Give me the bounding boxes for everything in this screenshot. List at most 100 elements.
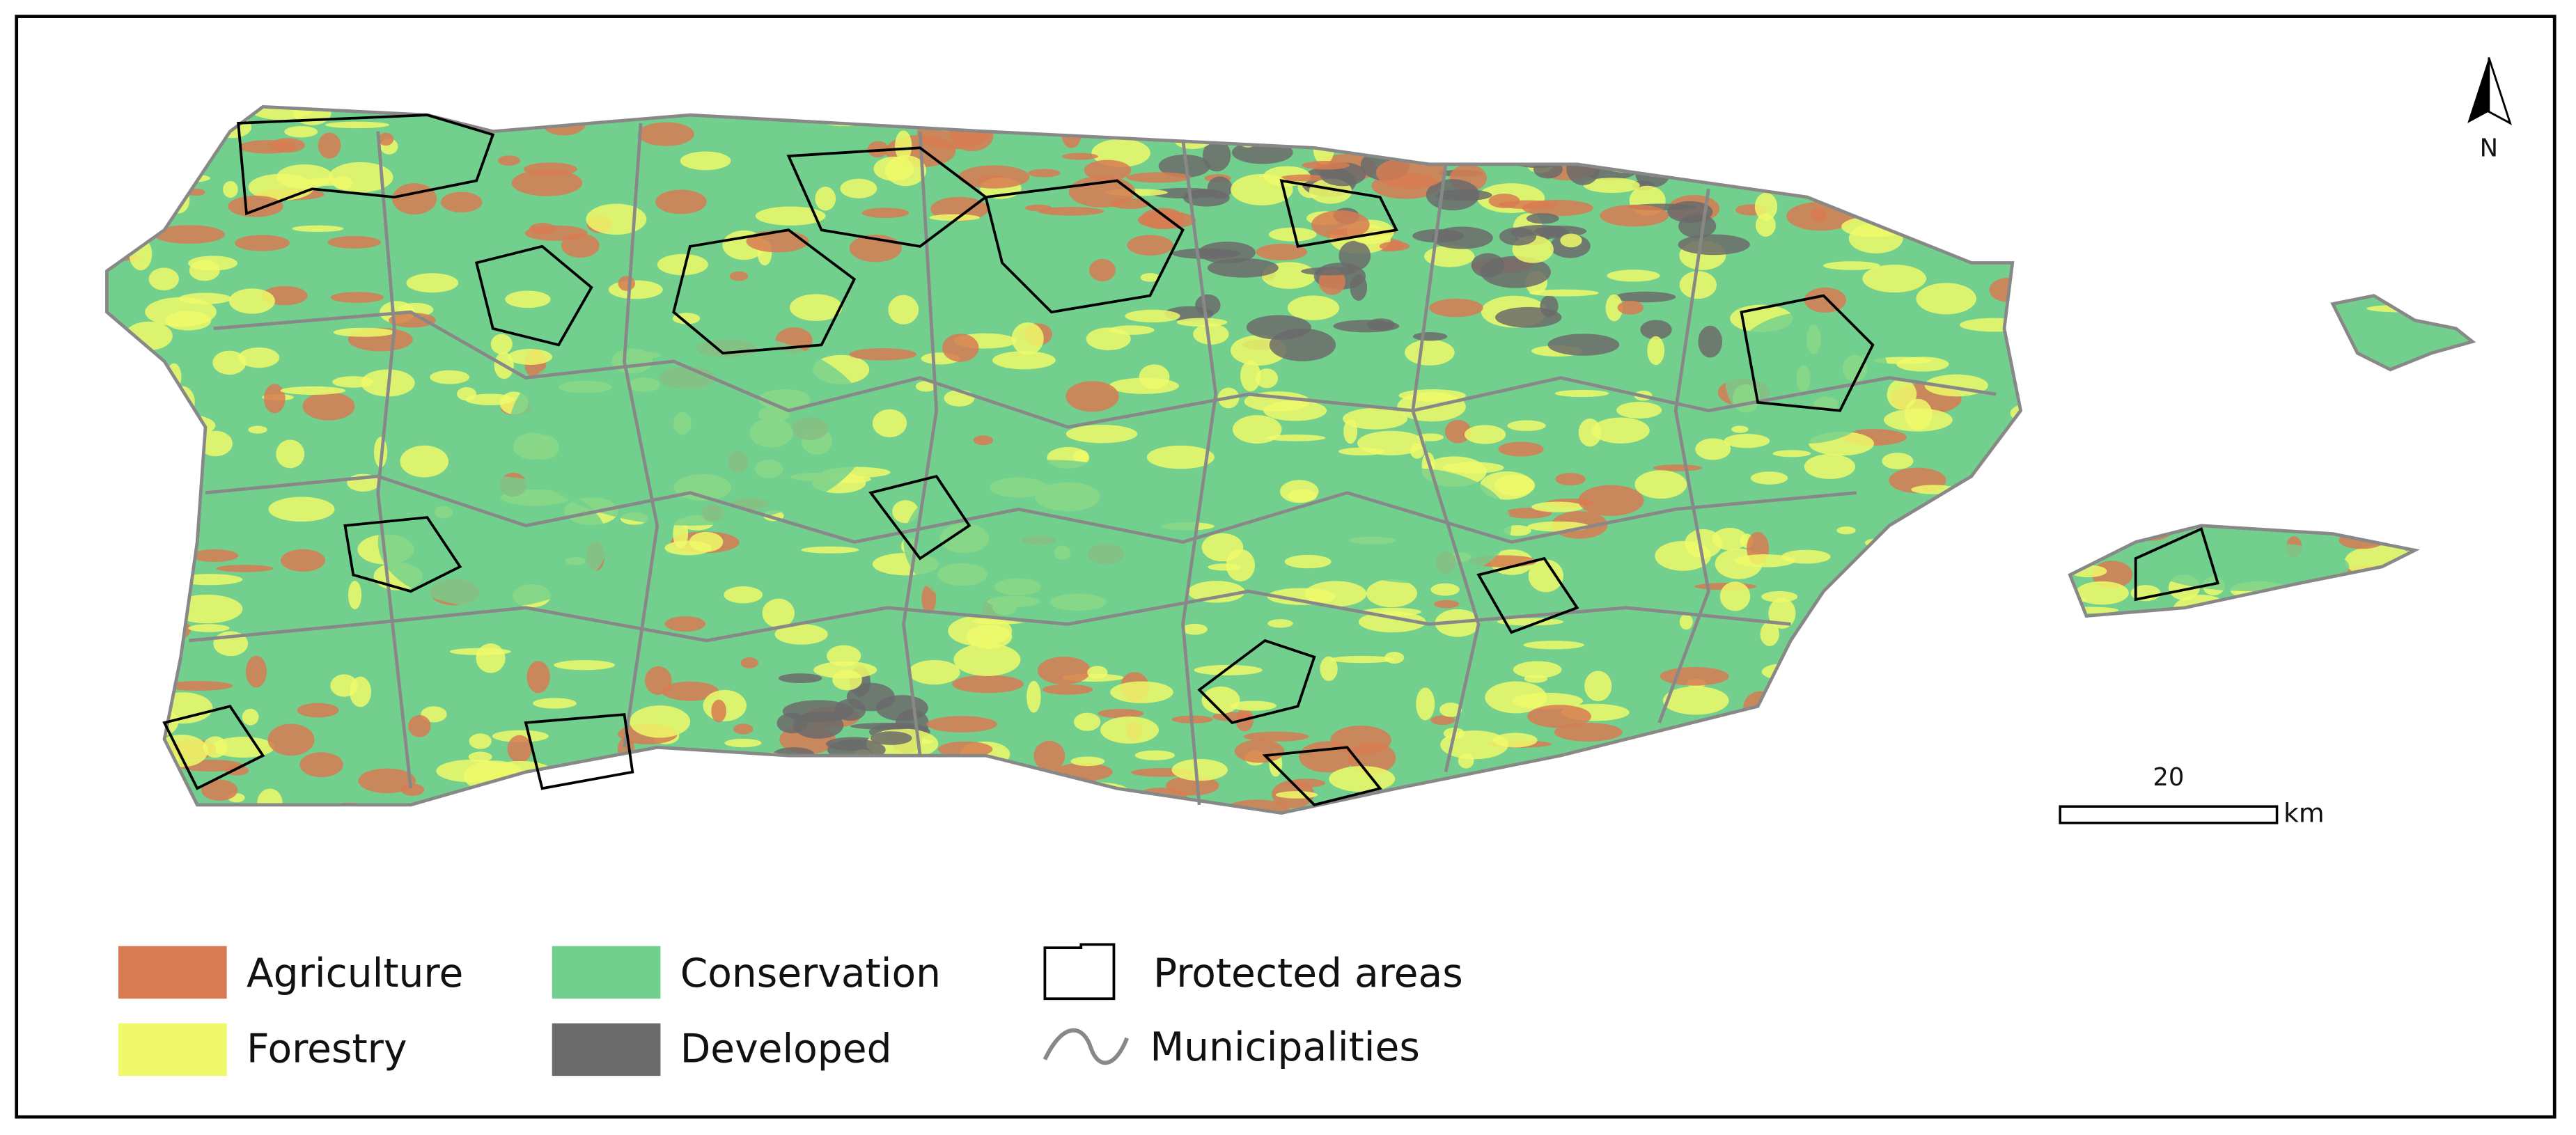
protected-area <box>343 474 1579 634</box>
land-cover-patch <box>1266 434 1326 441</box>
land-cover-patch <box>280 386 346 395</box>
land-cover-patch <box>861 208 910 219</box>
land-cover-patch <box>188 624 230 632</box>
land-cover-patch <box>1158 154 1211 178</box>
land-cover-patch <box>711 699 727 723</box>
land-cover-patch <box>1667 201 1713 223</box>
land-cover-patch <box>1464 425 1506 444</box>
land-cover-patch <box>1678 234 1750 256</box>
land-cover-patch <box>1772 450 1811 457</box>
land-cover-patch <box>1435 189 1492 201</box>
land-cover-patch <box>153 225 226 244</box>
protected-areas <box>162 114 2220 806</box>
land-cover-patch <box>1444 419 1472 444</box>
land-cover-patch <box>895 130 912 162</box>
land-cover-patch <box>1904 398 1933 430</box>
land-cover-patch <box>1634 470 1687 499</box>
land-cover-patch <box>1653 464 1703 471</box>
land-cover-patch <box>1430 583 1460 596</box>
land-cover-patch <box>1287 778 1325 788</box>
land-cover-patch <box>284 125 318 138</box>
land-cover-patch <box>1528 559 1563 593</box>
land-cover-patch <box>1198 241 1256 264</box>
land-cover-patch <box>292 225 344 233</box>
land-cover-patch <box>330 292 384 303</box>
land-cover-patch <box>1605 294 1623 322</box>
land-cover-patch <box>1531 501 1584 512</box>
legend-municipal-symbol <box>1043 1028 1130 1065</box>
land-cover-patch <box>664 616 706 632</box>
land-cover-patch <box>1429 298 1483 318</box>
land-cover-patch <box>1127 235 1173 256</box>
land-cover-patch <box>1379 242 1410 251</box>
land-cover-patch <box>1755 213 1776 237</box>
land-cover-patch <box>1207 258 1279 278</box>
land-cover-patch <box>1240 360 1261 392</box>
land-cover-patch <box>1916 283 1976 315</box>
land-cover-patch <box>755 206 826 226</box>
land-cover-patch <box>348 581 362 610</box>
land-cover-patch <box>302 392 355 421</box>
legend-swatch <box>552 1023 661 1077</box>
land-cover-patch <box>1350 274 1368 301</box>
municipal-border <box>213 310 1997 429</box>
land-cover-patch <box>223 180 238 198</box>
north-arrow-right <box>2488 57 2512 125</box>
land-cover-patch <box>476 643 506 673</box>
land-cover-patch <box>276 439 305 469</box>
land-cover-patch <box>1695 438 1731 460</box>
land-cover-patch <box>1731 425 1749 433</box>
land-cover-patch <box>1084 159 1132 181</box>
land-cover-patch <box>793 711 844 739</box>
land-cover-patch <box>992 351 1056 370</box>
land-cover-patch <box>465 393 515 405</box>
land-cover-patch <box>1338 240 1371 271</box>
land-cover-patch <box>1640 320 1672 340</box>
land-cover-patch <box>267 723 315 756</box>
land-cover-patch <box>1146 445 1215 469</box>
land-cover-patch <box>813 661 877 679</box>
land-cover-patch <box>1823 261 1880 270</box>
land-cover-patch <box>733 723 754 735</box>
island-coast <box>2068 294 2476 618</box>
land-cover-patch <box>1284 554 1332 569</box>
land-cover-patch <box>1011 322 1044 355</box>
land-cover-patch <box>1523 641 1584 650</box>
land-cover-patch <box>1405 339 1455 366</box>
land-cover-patch <box>1526 213 1559 224</box>
land-cover-patch <box>378 132 394 146</box>
land-cover-patch <box>238 347 280 368</box>
land-cover-patch <box>1578 485 1644 516</box>
land-cover-patch <box>1527 705 1591 728</box>
land-cover-patch <box>497 155 520 166</box>
land-cover-patch <box>270 138 305 153</box>
land-cover-patch <box>952 675 1024 694</box>
land-cover-patch <box>327 235 382 249</box>
land-cover-patch <box>392 183 437 215</box>
land-cover-patch <box>1232 415 1282 444</box>
land-cover-patch <box>1660 666 1729 686</box>
land-cover-patch <box>2075 581 2129 605</box>
land-cover-patch <box>1302 161 1350 170</box>
land-cover-patch <box>1366 318 1395 331</box>
protected-area <box>984 179 1875 412</box>
land-cover-patch <box>1065 381 1119 412</box>
land-cover-patch <box>953 643 1021 676</box>
land-cover-patch <box>1256 368 1279 389</box>
land-cover-patch <box>724 586 763 604</box>
scale-bar-box <box>2059 805 2279 824</box>
land-cover-patch <box>1724 434 1770 448</box>
municipal-border <box>376 123 1710 806</box>
land-cover-patch <box>1070 756 1105 767</box>
land-cover-patch <box>1134 750 1176 760</box>
land-cover-patch <box>1750 471 1788 485</box>
land-cover-patch <box>216 565 274 572</box>
land-cover-patch <box>408 714 431 737</box>
land-cover-patch <box>1140 273 1160 282</box>
land-cover-patch <box>790 294 843 322</box>
land-cover-patch <box>1431 226 1493 249</box>
land-cover-patch <box>888 295 919 324</box>
land-cover-patch <box>1529 289 1599 297</box>
